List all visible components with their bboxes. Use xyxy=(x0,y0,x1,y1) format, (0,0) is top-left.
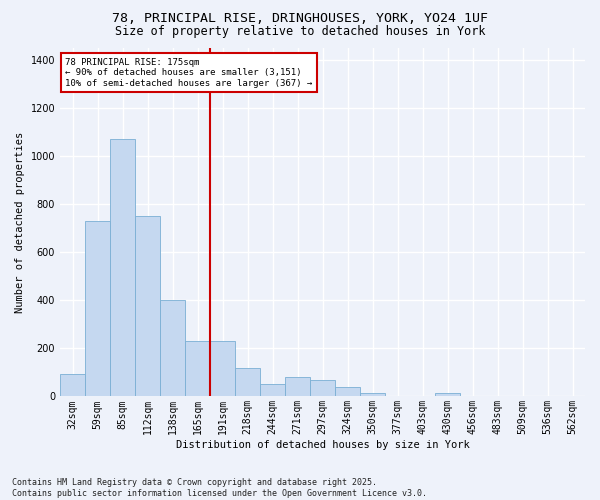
Bar xyxy=(360,393,385,396)
Bar xyxy=(310,380,335,396)
Bar xyxy=(85,221,110,396)
Bar xyxy=(285,377,310,396)
Bar xyxy=(135,216,160,396)
Text: 78, PRINCIPAL RISE, DRINGHOUSES, YORK, YO24 1UF: 78, PRINCIPAL RISE, DRINGHOUSES, YORK, Y… xyxy=(112,12,488,26)
Bar xyxy=(110,139,135,396)
Bar xyxy=(260,384,285,396)
Text: Contains HM Land Registry data © Crown copyright and database right 2025.
Contai: Contains HM Land Registry data © Crown c… xyxy=(12,478,427,498)
Bar xyxy=(185,341,210,396)
Text: Size of property relative to detached houses in York: Size of property relative to detached ho… xyxy=(115,25,485,38)
Bar xyxy=(335,387,360,396)
Bar xyxy=(235,368,260,396)
Bar xyxy=(60,374,85,396)
Text: 78 PRINCIPAL RISE: 175sqm
← 90% of detached houses are smaller (3,151)
10% of se: 78 PRINCIPAL RISE: 175sqm ← 90% of detac… xyxy=(65,58,313,88)
X-axis label: Distribution of detached houses by size in York: Distribution of detached houses by size … xyxy=(176,440,469,450)
Bar xyxy=(435,393,460,396)
Bar xyxy=(160,300,185,396)
Y-axis label: Number of detached properties: Number of detached properties xyxy=(15,132,25,312)
Bar xyxy=(210,341,235,396)
